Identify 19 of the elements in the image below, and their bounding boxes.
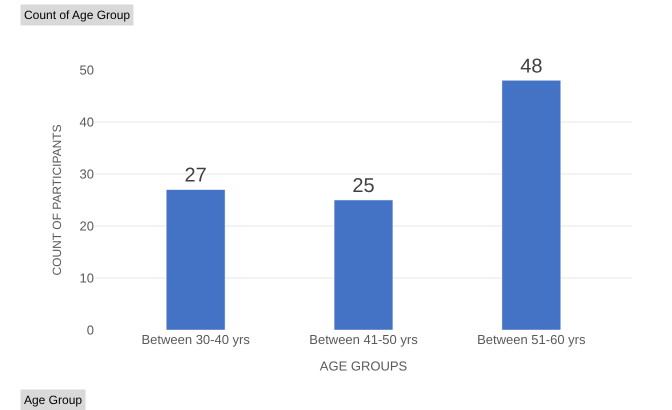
- y-axis-title: COUNT OF PARTICIPANTS: [50, 124, 64, 276]
- y-tick-label: 0: [86, 322, 94, 338]
- chart-title: Count of Age Group: [24, 8, 130, 22]
- x-tick-label: Between 51-60 yrs: [477, 332, 586, 347]
- y-tick-label: 10: [80, 270, 94, 286]
- x-tick-label: Between 41-50 yrs: [309, 332, 418, 347]
- y-tick-label: 40: [80, 114, 94, 130]
- data-label: 48: [520, 55, 542, 78]
- bar: [502, 80, 561, 330]
- x-tick-label: Between 30-40 yrs: [141, 332, 250, 347]
- y-tick-label: 50: [80, 62, 94, 78]
- data-label: 27: [184, 164, 207, 187]
- bar: [334, 200, 394, 330]
- text: Age Group: [24, 393, 82, 407]
- bar: [166, 189, 226, 330]
- data-label: 25: [352, 175, 375, 197]
- y-tick-label: 20: [80, 218, 94, 234]
- x-axis-title: AGE GROUPS: [320, 358, 408, 374]
- y-tick-label: 30: [80, 166, 94, 182]
